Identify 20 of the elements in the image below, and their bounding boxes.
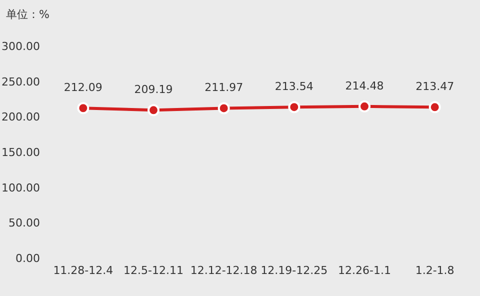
x-tick-label: 12.19-12.25 [260, 264, 328, 277]
x-tick-label: 12.5-12.11 [124, 264, 184, 277]
data-label: 213.47 [416, 80, 454, 94]
data-label: 212.09 [64, 81, 102, 94]
y-tick-label: 0.00 [16, 252, 40, 265]
x-tick-label: 12.12-12.18 [190, 264, 258, 277]
y-tick-label: 150.00 [2, 146, 40, 159]
x-tick-label: 11.28-12.4 [53, 264, 114, 277]
y-tick-label: 250.00 [2, 75, 40, 88]
y-tick-label: 50.00 [8, 216, 40, 230]
x-tick-label: 12.26-1.1 [338, 264, 391, 277]
y-tick-label: 300.00 [2, 40, 40, 53]
data-label: 214.48 [345, 79, 384, 92]
data-label: 211.97 [204, 81, 244, 94]
x-tick-label: 1.2-1.8 [415, 264, 454, 277]
y-tick-label: 100.00 [2, 181, 40, 194]
data-label: 213.54 [274, 80, 314, 94]
y-axis-title: 单位：% [6, 8, 50, 21]
y-tick-label: 200.00 [2, 110, 40, 124]
data-label: 209.19 [134, 83, 173, 96]
